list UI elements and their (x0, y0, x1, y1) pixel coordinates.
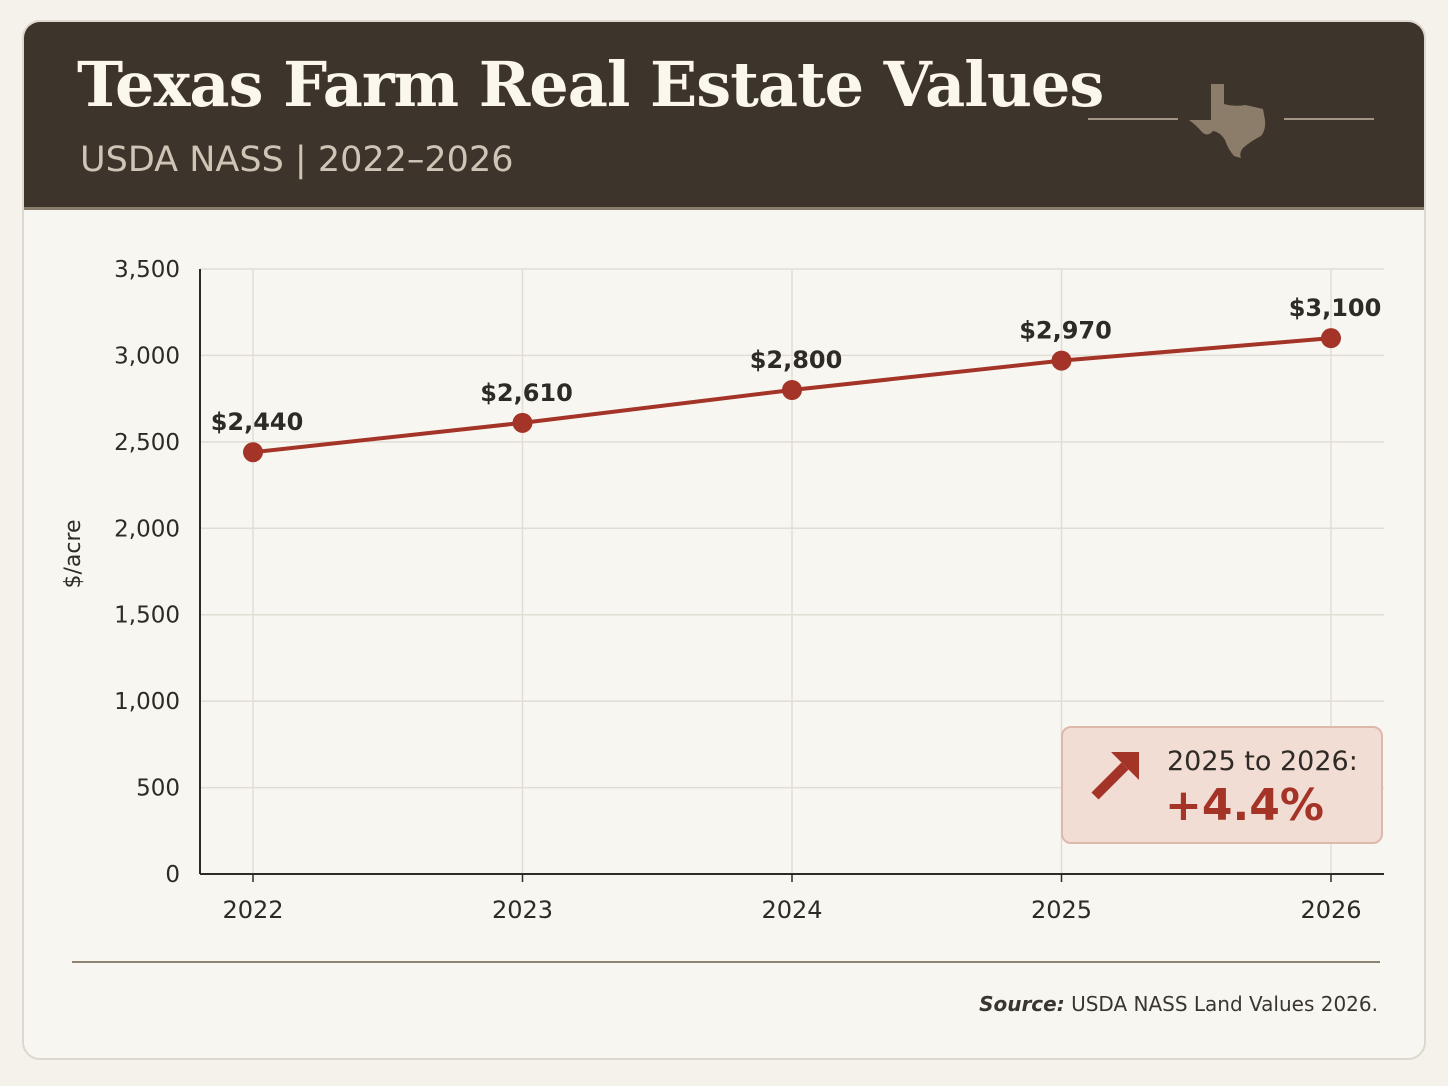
header: Texas Farm Real Estate Values USDA NASS … (24, 22, 1424, 210)
source-text: USDA NASS Land Values 2026. (1071, 992, 1378, 1016)
y-tick-label: 500 (136, 776, 180, 802)
y-tick-label: 2,000 (114, 516, 180, 542)
y-tick-label: 3,000 (114, 343, 180, 369)
data-point (1321, 328, 1341, 349)
x-tick-label: 2024 (761, 896, 822, 924)
chart-subtitle: USDA NASS | 2022–2026 (80, 140, 514, 180)
y-tick-label: 0 (165, 862, 180, 888)
chart-card: Texas Farm Real Estate Values USDA NASS … (22, 20, 1426, 1060)
tick-labels: 0 500 1,000 1,500 2,000 2,500 3,000 3,500 2022 20… (114, 257, 1361, 924)
chart-title: Texas Farm Real Estate Values (77, 48, 1104, 121)
series-line-group (243, 328, 1341, 463)
data-point (782, 380, 802, 400)
data-label: $2,800 (750, 346, 843, 374)
axes (199, 269, 1384, 882)
callout-value: +4.4% (1165, 780, 1324, 831)
arrow-up-right-icon (1091, 752, 1139, 800)
header-rule-left (1088, 118, 1178, 120)
source-note: Source: USDA NASS Land Values 2026. (979, 992, 1378, 1016)
data-label: $2,610 (480, 379, 573, 407)
data-point (1051, 350, 1072, 371)
x-tick-label: 2022 (222, 896, 283, 924)
data-point (243, 442, 263, 463)
x-tick-label: 2026 (1300, 896, 1361, 924)
x-tick-label: 2023 (492, 896, 553, 924)
y-tick-label: 3,500 (114, 257, 180, 283)
line-chart: 0 500 1,000 1,500 2,000 2,500 3,000 3,500 2022 20… (61, 257, 1384, 924)
data-label: $2,440 (211, 408, 304, 436)
header-rule-right (1284, 118, 1374, 120)
y-axis-label: $/acre (61, 519, 86, 588)
callout-label: 2025 to 2026: (1167, 746, 1358, 777)
data-labels: $2,440 $2,610 $2,800 $2,970 $3,100 (211, 294, 1382, 436)
x-tick-label: 2025 (1031, 896, 1092, 924)
footer-divider (72, 961, 1380, 963)
y-tick-label: 1,500 (114, 603, 180, 629)
change-callout: 2025 to 2026: +4.4% (1061, 726, 1383, 844)
data-point (512, 412, 533, 433)
texas-map-icon (1189, 84, 1266, 158)
data-label: $2,970 (1019, 317, 1112, 345)
gridlines (200, 268, 1384, 874)
y-tick-label: 1,000 (114, 689, 180, 715)
y-tick-label: 2,500 (114, 430, 180, 456)
data-label: $3,100 (1289, 294, 1382, 322)
source-label: Source: (979, 992, 1065, 1016)
